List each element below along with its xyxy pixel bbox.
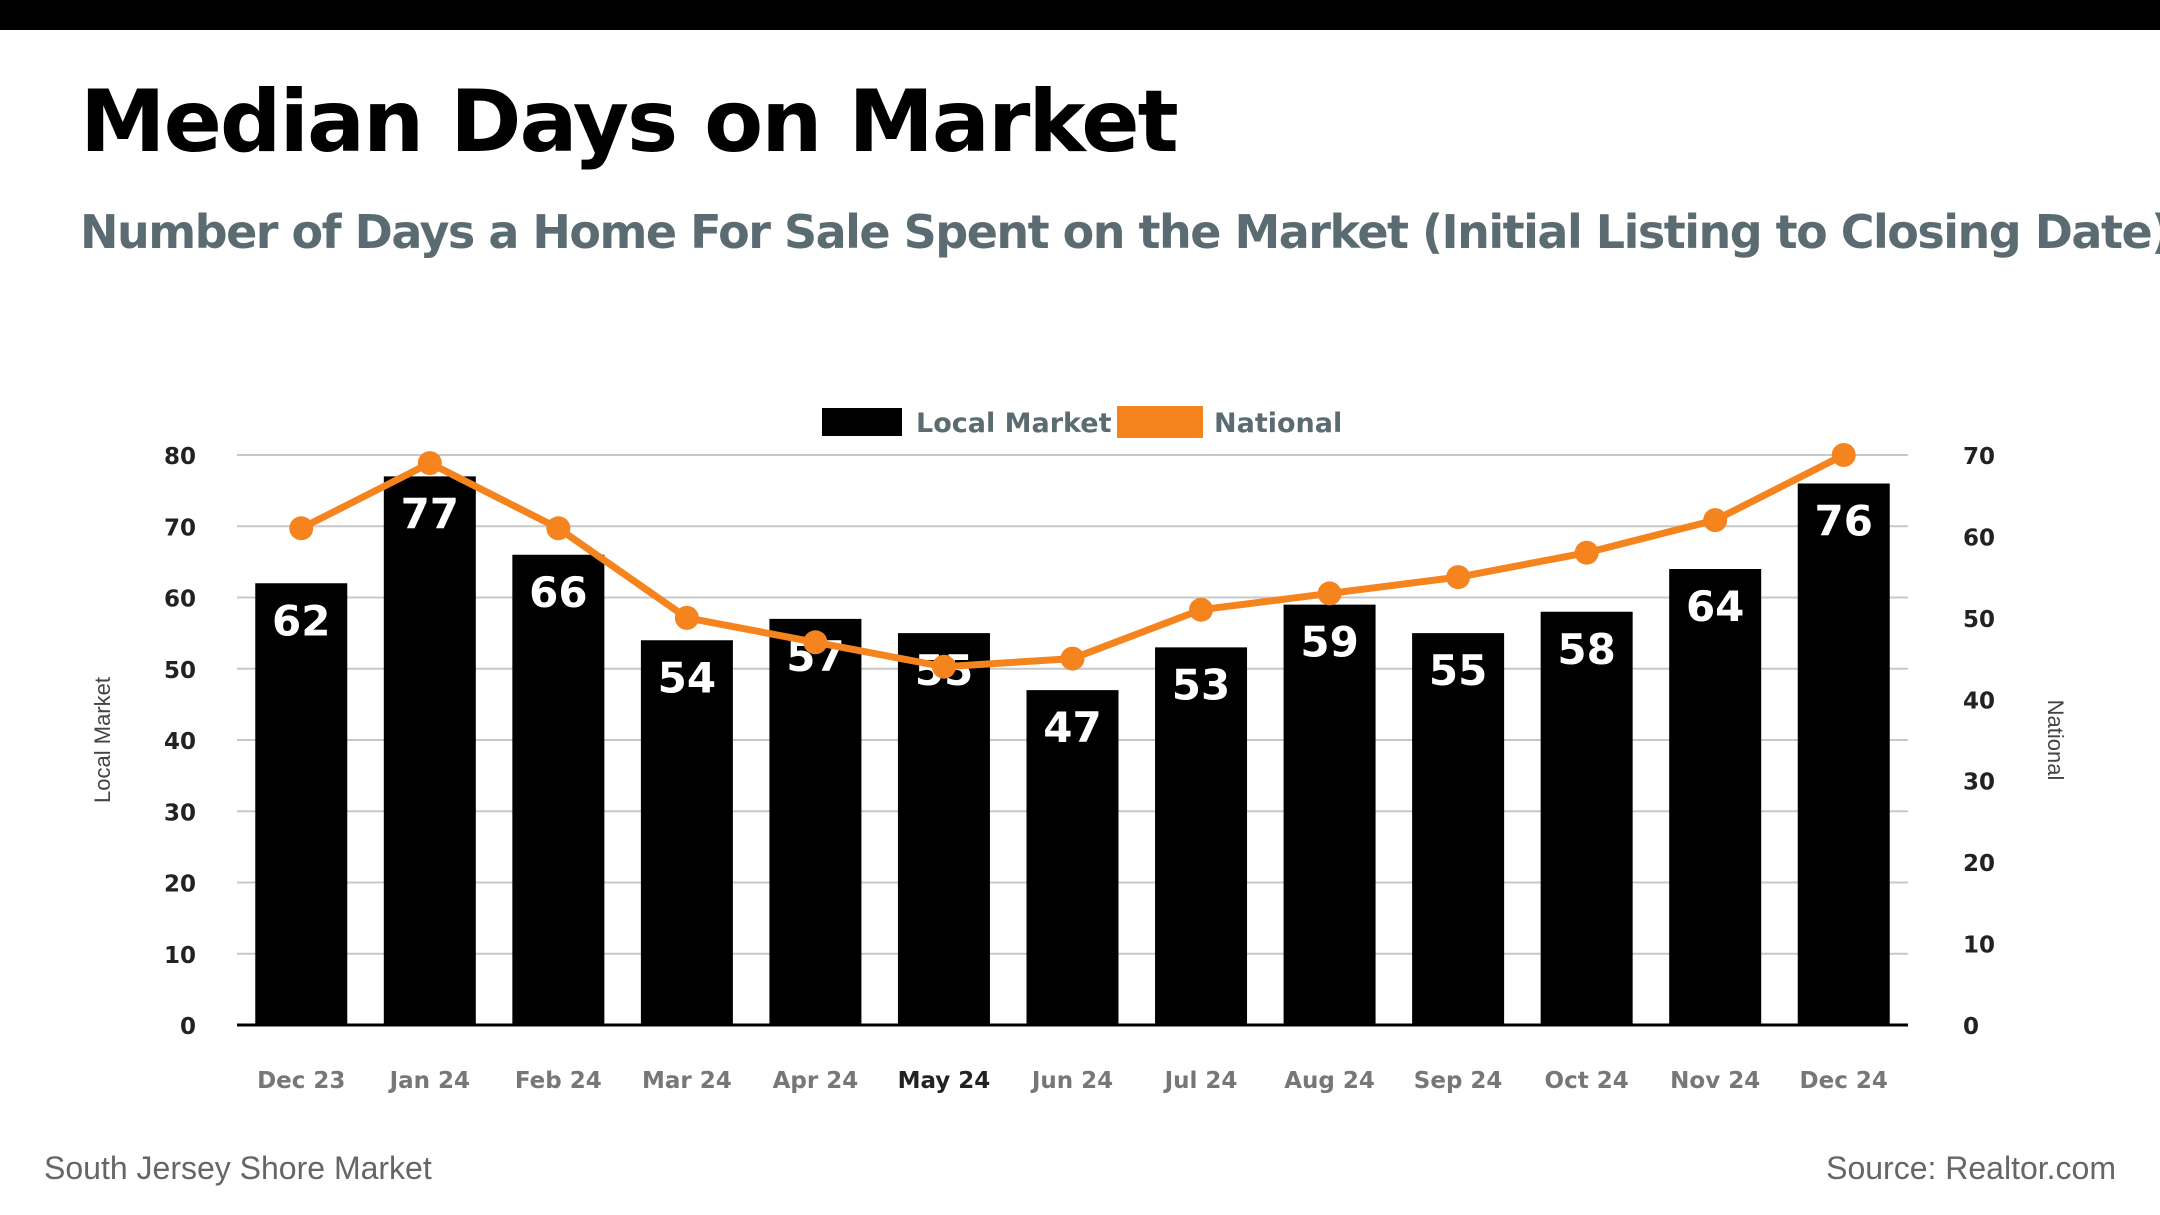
bar-value-label: 77 [401,489,459,538]
y-tick-label-right: 30 [1963,770,1995,796]
footer-source: Source: Realtor.com [1826,1150,2116,1186]
bar-value-label: 64 [1686,582,1744,631]
y-tick-label-left: 60 [164,587,196,613]
y-tick-label-right: 10 [1963,933,1995,959]
bar-value-label: 47 [1043,703,1101,752]
page-subtitle: Number of Days a Home For Sale Spent on … [80,205,2160,259]
y-tick-label-left: 20 [164,872,196,898]
bar-value-label: 76 [1815,497,1873,546]
bar-local-market [1797,483,1890,1025]
x-tick-label: Nov 24 [1670,1068,1760,1094]
x-tick-label: Mar 24 [642,1068,732,1094]
legend-label-local-market: Local Market [916,408,1112,439]
x-tick-label: Jul 24 [1163,1068,1238,1094]
x-tick-label: May 24 [898,1068,991,1094]
bar-local-market [1412,633,1505,1025]
line-point-national [1831,443,1856,467]
x-tick-label: Sep 24 [1414,1068,1503,1094]
y-tick-label-left: 30 [164,800,196,826]
x-tick-label: Dec 24 [1800,1068,1888,1094]
x-tick-label: Dec 23 [257,1068,345,1094]
bar-value-label: 55 [1429,646,1487,695]
y-tick-label-left: 80 [164,444,196,470]
line-point-national [546,516,571,541]
y-tick-label-left: 0 [180,1014,196,1040]
line-point-national [1703,508,1728,533]
bar-local-market [512,554,605,1025]
x-tick-label: Jan 24 [388,1068,470,1094]
bar-local-market [769,618,862,1025]
bar-local-market [1540,611,1633,1025]
line-point-national [1446,565,1471,590]
x-tick-label: Aug 24 [1284,1068,1375,1094]
bar-local-market [383,476,476,1025]
bar-value-label: 54 [658,653,716,702]
bar-local-market [640,640,733,1025]
y-tick-label-left: 10 [164,943,196,969]
bar-value-label: 59 [1300,618,1358,667]
x-tick-label: Jun 24 [1030,1068,1113,1094]
legend-swatch-national [1117,406,1203,438]
bar-value-label: 53 [1172,660,1230,709]
y-tick-label-left: 70 [164,515,196,541]
y-axis-title-left: Local Market [90,677,115,803]
y-tick-label-right: 0 [1963,1014,1979,1040]
line-point-national [803,630,828,655]
line-point-national [1189,597,1214,622]
top-bar [0,0,2160,30]
bar-local-market [255,583,348,1025]
line-point-national [289,516,314,541]
y-axis-title-right: National [2043,700,2068,781]
legend-label-national: National [1214,408,1342,439]
y-tick-label-left: 40 [164,729,196,755]
y-tick-label-right: 50 [1963,607,1995,633]
line-point-national [1574,540,1599,565]
page-title: Median Days on Market [80,72,1179,172]
bar-value-label: 66 [529,568,587,617]
bar-local-market [1283,604,1376,1025]
bar-value-label: 62 [272,596,330,645]
bar-local-market [1669,569,1762,1025]
days-on-market-chart: 0 10 20 30 40 50 60 70 80 0 10 20 30 40 50 60 70 Local Ma… [90,406,2068,1094]
bar-local-market [1026,690,1119,1025]
line-point-national [674,605,699,630]
line-point-national [417,451,442,476]
line-point-national [1317,581,1342,606]
y-tick-label-right: 20 [1963,851,1995,877]
footer-market-name: South Jersey Shore Market [44,1150,432,1186]
legend-swatch-local-market [822,408,902,436]
x-tick-label: Feb 24 [515,1068,602,1094]
y-tick-label-right: 70 [1963,444,1995,470]
bar-local-market [897,633,990,1025]
y-tick-label-right: 60 [1963,525,1995,551]
line-point-national [931,654,956,679]
y-tick-label-right: 40 [1963,688,1995,714]
bar-value-label: 58 [1557,625,1615,674]
y-tick-label-left: 50 [164,658,196,684]
bar-local-market [1155,647,1248,1025]
x-tick-label: Oct 24 [1545,1068,1629,1094]
x-tick-label: Apr 24 [773,1068,859,1094]
line-point-national [1060,646,1085,671]
